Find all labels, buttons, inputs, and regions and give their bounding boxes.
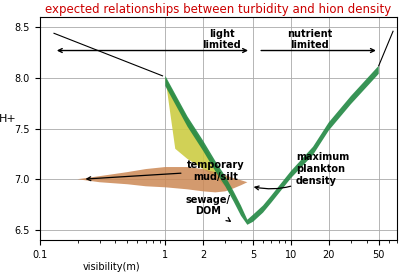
Polygon shape (78, 167, 247, 192)
Y-axis label: H+: H+ (0, 114, 16, 124)
Text: nutrient
limited: nutrient limited (287, 28, 332, 50)
Polygon shape (165, 66, 379, 225)
Text: light
limited: light limited (202, 28, 241, 50)
Polygon shape (165, 78, 247, 225)
Text: visibility(m): visibility(m) (82, 262, 140, 272)
Text: maximum
plankton
density: maximum plankton density (255, 152, 349, 190)
Title: expected relationships between turbidity and hion density: expected relationships between turbidity… (45, 3, 392, 16)
Text: sewage/
DOM: sewage/ DOM (186, 195, 231, 221)
Text: temporary
mud/silt: temporary mud/silt (87, 160, 244, 182)
